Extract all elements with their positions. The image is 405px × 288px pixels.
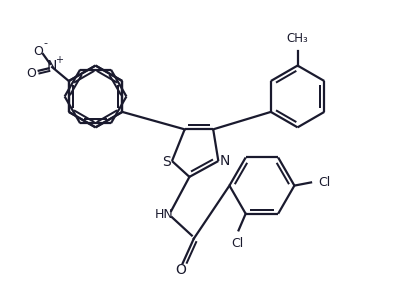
Text: +: +: [55, 55, 63, 65]
Text: Cl: Cl: [232, 238, 244, 251]
Text: O: O: [26, 67, 36, 80]
Text: Cl: Cl: [318, 176, 330, 189]
Text: HN: HN: [155, 208, 173, 221]
Text: O: O: [175, 263, 186, 277]
Text: O: O: [33, 45, 43, 58]
Text: N: N: [220, 154, 230, 168]
Text: -: -: [44, 38, 48, 48]
Text: CH₃: CH₃: [287, 32, 309, 45]
Text: N: N: [47, 58, 58, 73]
Text: S: S: [162, 155, 171, 169]
